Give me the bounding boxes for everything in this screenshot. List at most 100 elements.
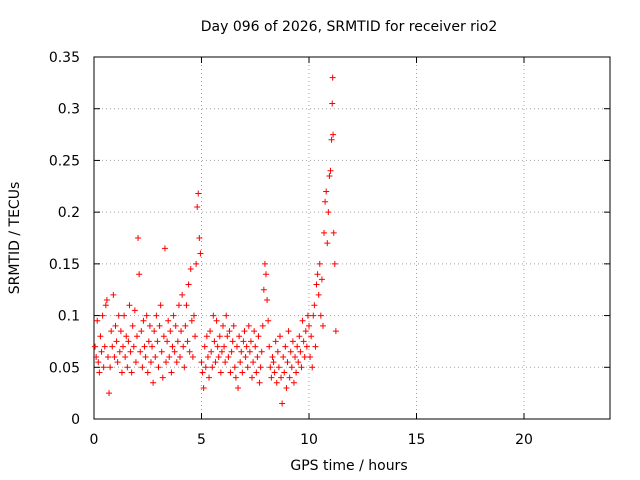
data-point [274,348,281,355]
data-point [209,364,216,371]
data-point [96,369,103,376]
data-point [227,369,234,376]
data-point [201,343,208,350]
data-point [330,131,337,138]
data-point [159,374,166,381]
data-point [132,359,139,366]
data-point [332,328,339,335]
data-point [98,348,105,355]
data-point [137,348,144,355]
data-point [146,322,153,329]
data-point [309,364,316,371]
data-point [232,374,239,381]
data-point [294,343,301,350]
data-point [316,260,323,267]
data-point [242,353,249,360]
data-point [197,250,204,257]
data-point [94,317,101,324]
data-point [288,364,295,371]
data-point [163,359,170,366]
x-tick-label: 15 [408,432,426,448]
data-point [275,364,282,371]
data-point [323,188,330,195]
data-point [122,353,129,360]
data-point [193,260,200,267]
data-point [319,322,326,329]
data-point [185,281,192,288]
data-point [276,333,283,340]
data-point [301,353,308,360]
y-tick-label: 0 [71,412,80,428]
data-point [302,328,309,335]
data-point [253,369,260,376]
data-point [107,364,114,371]
data-point [174,338,181,345]
data-point [194,203,201,210]
y-axis-label: SRMTID / TECUs [7,182,23,295]
data-point [314,271,321,278]
data-point [257,364,264,371]
data-point [217,369,224,376]
data-point [127,348,134,355]
data-point [123,333,130,340]
data-point [330,229,337,236]
data-point [261,260,268,267]
data-point [113,338,120,345]
data-point [115,312,122,319]
data-point [154,338,161,345]
data-point [114,359,121,366]
data-point [263,271,269,278]
data-point [106,390,113,397]
data-point [203,333,210,340]
data-point [317,312,324,319]
data-point [211,338,218,345]
data-point [247,338,254,345]
data-point [104,353,111,360]
data-point [155,364,162,371]
data-point [207,328,214,335]
data-point [229,338,236,345]
data-point [171,348,178,355]
data-point [158,348,165,355]
data-point [286,374,293,381]
data-point [311,302,318,309]
data-point [230,322,237,329]
data-point [130,343,137,350]
axis-ticks: 0 0.05 0.1 0.15 0.2 0.25 0.3 0.35 0 5 10 15 20 [49,50,610,448]
data-point [325,209,332,216]
data-point [299,317,306,324]
data-point [289,338,296,345]
data-point [144,369,151,376]
data-point [177,353,183,360]
data-point [200,384,207,391]
data-point [244,364,251,371]
data-point [204,353,211,360]
data-point [281,369,288,376]
data-point [129,322,136,329]
grid-lines [94,57,610,419]
data-point [329,74,336,81]
data-point [313,281,320,288]
data-point [295,359,302,366]
data-point [215,353,222,360]
data-point [152,353,159,360]
data-point [212,359,219,366]
data-point [184,338,191,345]
data-point [149,343,156,350]
data-point [308,333,315,340]
data-point [322,198,329,205]
data-point [156,322,163,329]
data-point [265,317,272,324]
data-point [153,312,160,319]
data-point [267,364,274,371]
data-point [178,328,185,335]
data-point [236,333,243,340]
data-point [210,312,217,319]
data-point [124,364,131,371]
data-point [164,338,171,345]
data-point [220,322,226,329]
data-point [142,353,149,360]
data-point [136,271,143,278]
plot-frame [93,56,611,420]
data-point [135,235,142,241]
